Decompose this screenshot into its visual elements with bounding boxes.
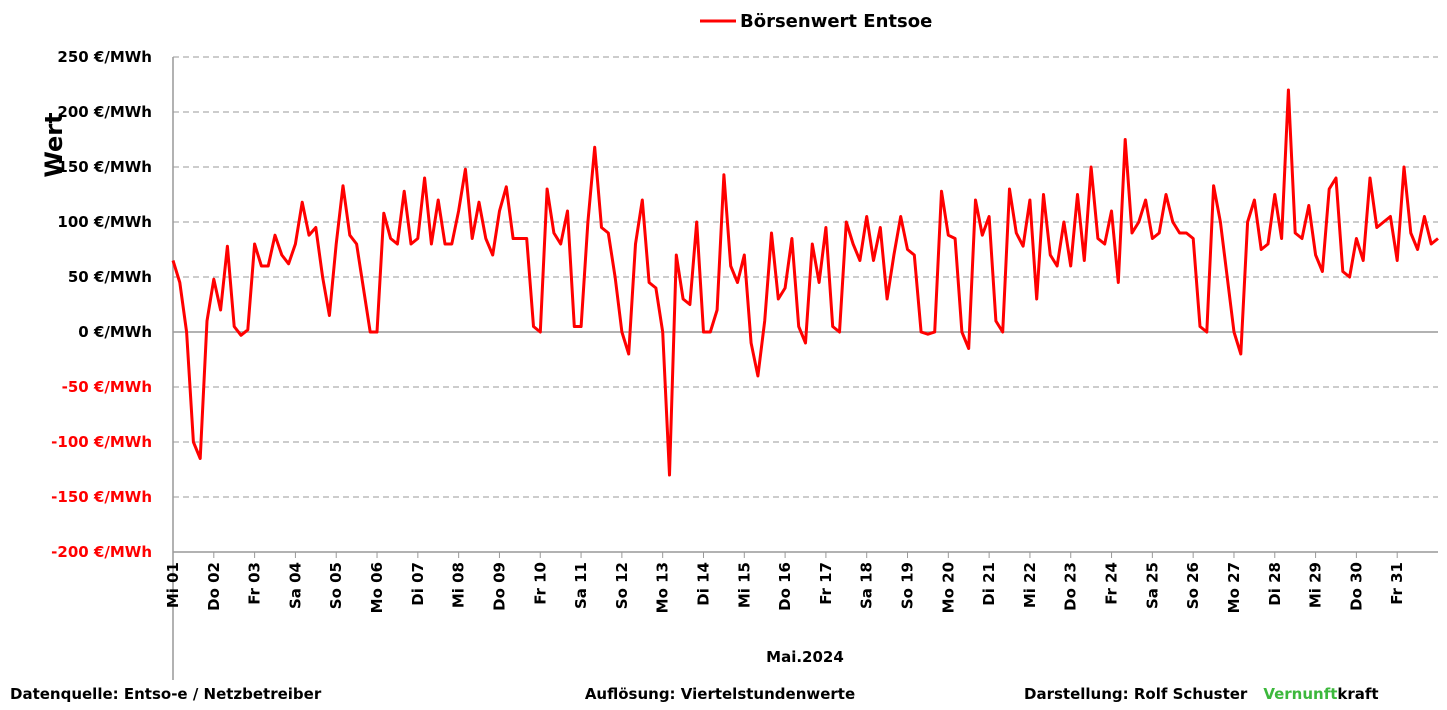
x-tick-label: Fr 17 — [817, 562, 835, 605]
x-tick-label: Mo 27 — [1225, 562, 1243, 613]
x-tick-label: Mo 13 — [654, 562, 672, 613]
x-axis-label: Mai.2024 — [766, 648, 844, 666]
y-tick-label: 200 €/MWh — [57, 103, 152, 121]
x-tick-label: Di 28 — [1266, 562, 1284, 606]
y-tick-label: -50 €/MWh — [62, 378, 152, 396]
footer-source: Datenquelle: Entso-e / Netzbetreiber — [10, 685, 322, 703]
author: Darstellung: Rolf Schuster — [1024, 685, 1248, 703]
y-tick-label: 250 €/MWh — [57, 48, 152, 66]
x-tick-label: Do 02 — [205, 562, 223, 611]
x-tick-label: Mi 29 — [1307, 562, 1325, 608]
x-tick-label: So 12 — [613, 562, 631, 609]
x-tick-label: Mi 08 — [450, 562, 468, 608]
x-tick-label: Mi 15 — [735, 562, 753, 608]
x-tick-label: Di 14 — [694, 562, 712, 606]
x-tick-label: Di 07 — [409, 562, 427, 606]
y-tick-label: 150 €/MWh — [57, 158, 152, 176]
y-tick-label: 0 €/MWh — [78, 323, 152, 341]
y-tick-label: -150 €/MWh — [51, 488, 152, 506]
x-tick-label: Mi 01 — [164, 562, 182, 608]
footer-resolution: Auflösung: Viertelstundenwerte — [585, 685, 855, 703]
brand-green: Vernunft — [1263, 685, 1337, 703]
y-axis-label: Wert — [40, 112, 68, 177]
x-tick-label: Mo 06 — [368, 562, 386, 613]
x-tick-label: Mo 20 — [939, 562, 957, 613]
legend-label: Börsenwert Entsoe — [740, 11, 932, 32]
x-tick-label: Fr 24 — [1103, 562, 1121, 605]
data-line — [171, 88, 1439, 477]
x-tick-label: Di 21 — [980, 562, 998, 606]
x-tick-label: Fr 31 — [1388, 562, 1406, 605]
x-tick-label: Fr 03 — [246, 562, 264, 605]
y-tick-label: 50 €/MWh — [68, 268, 152, 286]
x-tick-label: Do 09 — [490, 562, 508, 611]
x-tick-label: Sa 18 — [858, 562, 876, 609]
x-tick-label: Do 16 — [776, 562, 794, 611]
x-tick-label: So 26 — [1184, 562, 1202, 609]
x-tick-label: Mi 22 — [1021, 562, 1039, 608]
brand-rest: kraft — [1337, 685, 1378, 703]
footer-author: Darstellung: Rolf Schuster Vernunftkraft — [1024, 685, 1379, 703]
x-tick-label: Do 23 — [1062, 562, 1080, 611]
x-tick-label: Sa 11 — [572, 562, 590, 609]
x-tick-label: So 05 — [327, 562, 345, 609]
x-tick-label: Fr 10 — [531, 562, 549, 605]
y-tick-label: -200 €/MWh — [51, 543, 152, 561]
x-tick-label: Do 30 — [1347, 562, 1365, 611]
x-tick-label: So 19 — [899, 562, 917, 609]
y-tick-label: -100 €/MWh — [51, 433, 152, 451]
y-tick-label: 100 €/MWh — [57, 213, 152, 231]
x-tick-label: Sa 25 — [1143, 562, 1161, 609]
x-tick-label: Sa 04 — [286, 562, 304, 609]
